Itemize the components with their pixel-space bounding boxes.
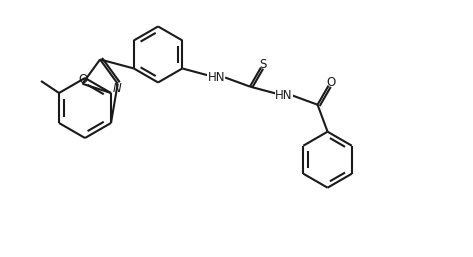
Text: O: O [326,76,335,89]
Text: S: S [259,58,267,71]
Text: O: O [79,73,88,86]
Text: HN: HN [275,89,292,102]
Text: HN: HN [207,71,225,84]
Text: N: N [113,82,121,95]
